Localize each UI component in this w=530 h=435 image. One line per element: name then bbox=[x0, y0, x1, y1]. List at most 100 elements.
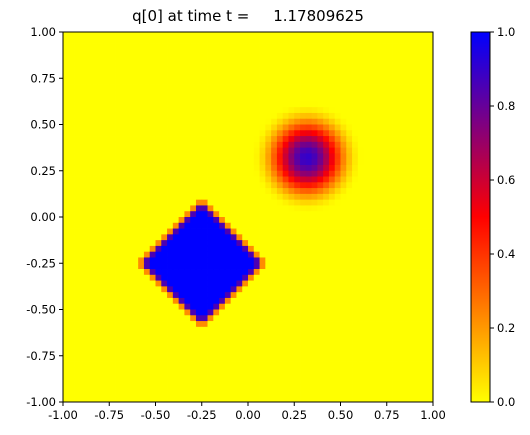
heatmap-cell bbox=[265, 297, 272, 305]
heatmap-cell bbox=[149, 141, 156, 149]
heatmap-cell bbox=[294, 286, 301, 293]
heatmap-cell bbox=[300, 159, 307, 166]
heatmap-cell bbox=[375, 286, 382, 293]
heatmap-cell bbox=[126, 234, 133, 241]
heatmap-cell bbox=[167, 176, 174, 183]
heatmap-cell bbox=[253, 118, 260, 125]
heatmap-cell bbox=[317, 228, 324, 235]
heatmap-cell bbox=[224, 55, 232, 62]
heatmap-cell bbox=[288, 228, 295, 235]
heatmap-cell bbox=[375, 349, 382, 357]
heatmap-cell bbox=[317, 321, 324, 328]
heatmap-cell bbox=[103, 72, 110, 79]
heatmap-cell bbox=[282, 367, 289, 374]
heatmap-cell bbox=[178, 274, 185, 281]
heatmap-cell bbox=[126, 274, 133, 281]
heatmap-cell bbox=[340, 205, 347, 212]
heatmap-cell bbox=[207, 245, 214, 253]
heatmap-cell bbox=[340, 107, 347, 114]
heatmap-cell bbox=[305, 349, 312, 357]
heatmap-cell bbox=[207, 269, 214, 276]
heatmap-cell bbox=[86, 240, 93, 247]
heatmap-cell bbox=[143, 303, 151, 310]
heatmap-cell bbox=[86, 234, 93, 241]
heatmap-cell bbox=[74, 136, 81, 143]
heatmap-cell bbox=[253, 49, 260, 56]
heatmap-cell bbox=[427, 309, 434, 316]
heatmap-cell bbox=[265, 349, 272, 357]
heatmap-cell bbox=[219, 274, 226, 281]
heatmap-cell bbox=[63, 222, 70, 229]
heatmap-cell bbox=[248, 37, 255, 44]
heatmap-cell bbox=[132, 263, 139, 270]
heatmap-cell bbox=[207, 107, 214, 114]
heatmap-cell bbox=[323, 124, 330, 131]
heatmap-cell bbox=[184, 338, 191, 345]
heatmap-cell bbox=[357, 378, 365, 386]
heatmap-cell bbox=[178, 367, 185, 374]
heatmap-cell bbox=[68, 49, 75, 56]
heatmap-cell bbox=[352, 147, 359, 154]
heatmap-cell bbox=[369, 60, 376, 68]
heatmap-cell bbox=[404, 211, 411, 218]
heatmap-cell bbox=[276, 101, 284, 108]
heatmap-cell bbox=[259, 292, 266, 299]
heatmap-cell bbox=[178, 297, 185, 305]
heatmap-cell bbox=[398, 60, 405, 68]
heatmap-cell bbox=[132, 274, 139, 281]
heatmap-cell bbox=[369, 367, 376, 374]
heatmap-cell bbox=[352, 297, 359, 305]
heatmap-cell bbox=[415, 136, 422, 143]
heatmap-cell bbox=[398, 349, 405, 357]
heatmap-cell bbox=[86, 390, 93, 397]
heatmap-cell bbox=[195, 49, 203, 56]
heatmap-cell bbox=[190, 332, 197, 339]
heatmap-cell bbox=[80, 211, 87, 218]
heatmap-cell bbox=[207, 384, 214, 391]
heatmap-cell bbox=[415, 95, 422, 102]
heatmap-cell bbox=[265, 211, 272, 218]
heatmap-cell bbox=[224, 292, 232, 299]
heatmap-cell bbox=[300, 193, 307, 201]
heatmap-cell bbox=[259, 182, 266, 189]
heatmap-cell bbox=[392, 153, 399, 160]
heatmap-cell bbox=[230, 55, 237, 62]
heatmap-cell bbox=[311, 326, 318, 334]
heatmap-cell bbox=[184, 344, 191, 351]
heatmap-cell bbox=[317, 199, 324, 206]
heatmap-cell bbox=[340, 193, 347, 201]
heatmap-cell bbox=[294, 396, 301, 403]
heatmap-cell bbox=[398, 199, 405, 206]
heatmap-cell bbox=[346, 211, 353, 218]
heatmap-cell bbox=[305, 182, 312, 189]
heatmap-cell bbox=[132, 66, 139, 73]
heatmap-cell bbox=[213, 292, 220, 299]
heatmap-cell bbox=[294, 141, 301, 149]
heatmap-cell bbox=[236, 349, 243, 357]
heatmap-cell bbox=[294, 292, 301, 299]
heatmap-cell bbox=[132, 55, 139, 62]
heatmap-cell bbox=[126, 124, 133, 131]
heatmap-cell bbox=[103, 297, 110, 305]
heatmap-cell bbox=[207, 66, 214, 73]
heatmap-cell bbox=[219, 378, 226, 386]
heatmap-cell bbox=[421, 55, 428, 62]
heatmap-cell bbox=[282, 147, 289, 154]
heatmap-cell bbox=[357, 245, 365, 253]
heatmap-cell bbox=[103, 159, 110, 166]
heatmap-cell bbox=[317, 32, 324, 39]
heatmap-cell bbox=[323, 164, 330, 172]
heatmap-cell bbox=[143, 199, 151, 206]
heatmap-cell bbox=[253, 72, 260, 79]
heatmap-cell bbox=[357, 78, 365, 85]
heatmap-cell bbox=[265, 153, 272, 160]
heatmap-cell bbox=[126, 66, 133, 73]
heatmap-cell bbox=[178, 234, 185, 241]
heatmap-cell bbox=[380, 205, 388, 212]
heatmap-cell bbox=[427, 338, 434, 345]
heatmap-cell bbox=[219, 101, 226, 108]
heatmap-cell bbox=[305, 124, 312, 131]
heatmap-cell bbox=[109, 367, 116, 374]
heatmap-cell bbox=[328, 170, 336, 177]
heatmap-cell bbox=[172, 188, 180, 195]
